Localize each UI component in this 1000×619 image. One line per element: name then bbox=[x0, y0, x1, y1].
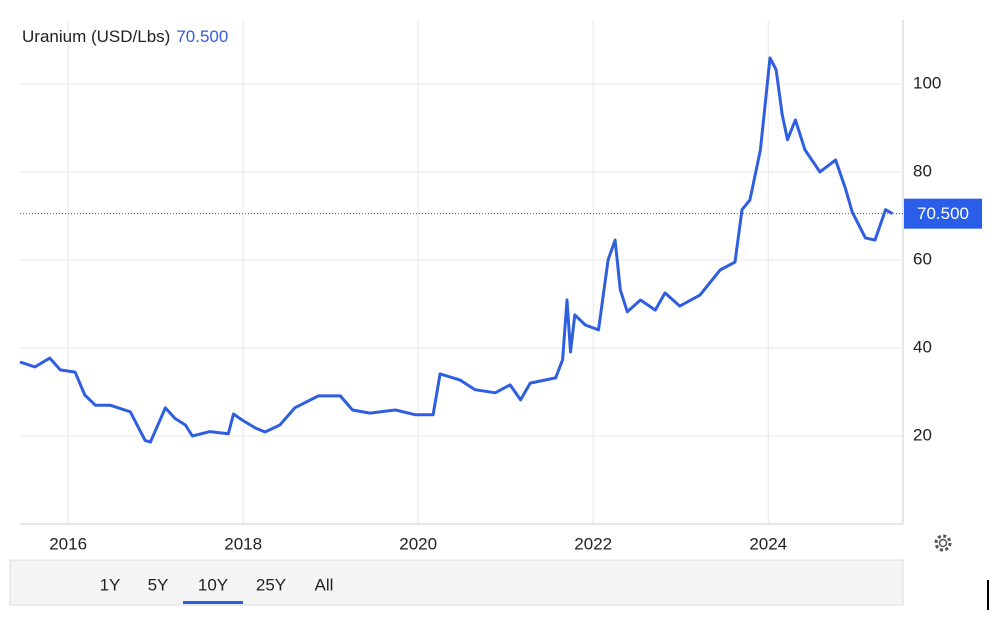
current-label: 70.500 bbox=[917, 204, 969, 223]
range-button[interactable]: 25Y bbox=[256, 575, 286, 594]
chart-title: Uranium (USD/Lbs) 70.500 bbox=[22, 27, 228, 46]
title-text: Uranium (USD/Lbs) bbox=[22, 27, 170, 46]
x-tick-label: 2016 bbox=[49, 534, 87, 553]
range-button[interactable]: 5Y bbox=[148, 575, 169, 594]
y-tick-label: 100 bbox=[913, 73, 941, 92]
x-tick-label: 2022 bbox=[574, 534, 612, 553]
settings-icon[interactable] bbox=[934, 534, 952, 552]
range-bar bbox=[9, 559, 904, 606]
title-value: 70.500 bbox=[176, 27, 228, 46]
range-button[interactable]: All bbox=[315, 575, 334, 594]
y-tick-label: 20 bbox=[913, 425, 932, 444]
range-selected bbox=[183, 601, 243, 604]
range-button[interactable]: 10Y bbox=[198, 575, 228, 594]
price-line bbox=[19, 56, 894, 444]
current-badge bbox=[904, 198, 982, 229]
y-tick-label: 60 bbox=[913, 249, 932, 268]
y-tick-label: 80 bbox=[913, 161, 932, 180]
y-tick-label: 40 bbox=[913, 337, 932, 356]
x-tick-label: 2018 bbox=[224, 534, 262, 553]
range-button[interactable]: 1Y bbox=[100, 575, 121, 594]
x-tick-label: 2024 bbox=[749, 534, 787, 553]
x-tick-label: 2020 bbox=[399, 534, 437, 553]
